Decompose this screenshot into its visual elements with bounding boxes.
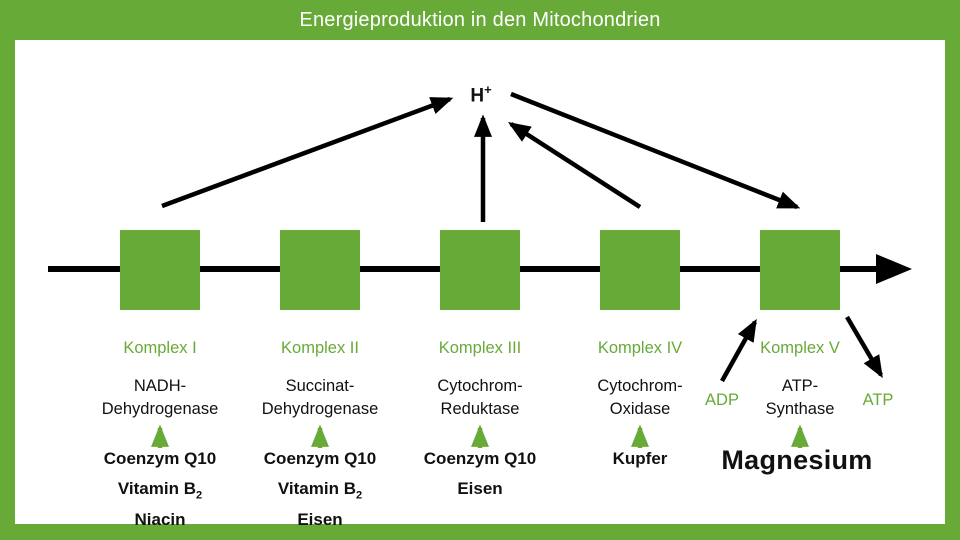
h-plus-sup: +: [484, 82, 492, 97]
arrow-hplus-to-komplex5: [510, 91, 801, 210]
cofactor-text: Vitamin B: [117, 479, 196, 499]
cofactor-sub: 2: [195, 489, 203, 502]
chain-arrowhead-icon: [876, 254, 912, 284]
cofactor-text: Kupfer: [612, 449, 668, 468]
arrow-komplex1-to-hplus: [161, 96, 454, 209]
cofactor-item: Coenzym Q10: [225, 447, 415, 477]
komplex-4-enzyme: Cytochrom- Oxidase: [545, 375, 735, 421]
komplex-4-node: [600, 230, 680, 310]
cofactor-text: Magnesium: [721, 445, 873, 475]
adp-label: ADP: [705, 391, 739, 409]
arrow-komplex5-to-atp: [845, 315, 883, 379]
komplex-1-node: [120, 230, 200, 310]
cofactor-item: Eisen: [225, 508, 415, 538]
enzyme-line: Dehydrogenase: [261, 400, 379, 418]
cofactor-text: Niacin: [134, 509, 186, 529]
komplex-3-enzyme: Cytochrom- Reduktase: [385, 375, 575, 421]
cofactor-item: Coenzym Q10: [65, 447, 255, 477]
cofactor-item: Vitamin B2: [225, 477, 415, 507]
cofactor-item: Kupfer: [545, 447, 735, 477]
komplex-3-node: [440, 230, 520, 310]
atp-label: ATP: [862, 391, 894, 409]
arrow-komplex4-to-hplus: [507, 122, 642, 209]
komplex-1-cofactors: Coenzym Q10 Vitamin B2 Niacin: [65, 447, 255, 538]
enzyme-line: Oxidase: [609, 400, 671, 418]
enzyme-line: Cytochrom-: [597, 377, 683, 395]
komplex-2-node: [280, 230, 360, 310]
enzyme-line: Cytochrom-: [437, 377, 523, 395]
page-title: Energieproduktion in den Mitochondrien: [299, 8, 661, 31]
komplex-4-label: Komplex IV: [597, 339, 683, 357]
enzyme-line: Succinat-: [285, 377, 355, 395]
h-plus-label: H+: [470, 82, 491, 107]
komplex-4-cofactors: Kupfer: [545, 447, 735, 477]
title-band: Energieproduktion in den Mitochondrien: [0, 0, 960, 40]
cofactor-text: Coenzym Q10: [263, 449, 377, 468]
h-plus-base: H: [470, 85, 485, 107]
cofactor-item: Eisen: [385, 477, 575, 507]
cofactor-text: Eisen: [297, 509, 343, 529]
komplex-5-enzyme: ATP- Synthase: [705, 375, 895, 421]
komplex-5-cofactors: Magnesium: [702, 444, 892, 487]
arrow-adp-to-komplex5: [720, 318, 757, 383]
cofactor-text: Coenzym Q10: [103, 449, 217, 468]
cofactor-item: Coenzym Q10: [385, 447, 575, 477]
komplex-1-label: Komplex I: [123, 339, 197, 357]
komplex-3-cofactors: Coenzym Q10 Eisen: [385, 447, 575, 508]
komplex-5-node: [760, 230, 840, 310]
cofactor-item: Niacin: [65, 508, 255, 538]
cofactor-text: Eisen: [457, 479, 503, 499]
komplex-2-label: Komplex II: [281, 339, 359, 357]
komplex-3-label: Komplex III: [438, 339, 522, 357]
cofactor-sub: 2: [355, 489, 363, 502]
enzyme-line: NADH-: [133, 377, 187, 395]
enzyme-line: Dehydrogenase: [101, 400, 219, 418]
enzyme-line: ATP-: [781, 377, 819, 395]
cofactor-text: Coenzym Q10: [423, 449, 537, 468]
cofactor-item: Vitamin B2: [65, 477, 255, 507]
komplex-2-cofactors: Coenzym Q10 Vitamin B2 Eisen: [225, 447, 415, 538]
cofactor-item: Magnesium: [702, 444, 892, 487]
enzyme-line: Reduktase: [440, 400, 520, 418]
komplex-1-enzyme: NADH- Dehydrogenase: [65, 375, 255, 421]
komplex-5-label: Komplex V: [760, 339, 840, 357]
enzyme-line: Synthase: [765, 400, 835, 418]
cofactor-text: Vitamin B: [277, 479, 356, 499]
komplex-2-enzyme: Succinat- Dehydrogenase: [225, 375, 415, 421]
